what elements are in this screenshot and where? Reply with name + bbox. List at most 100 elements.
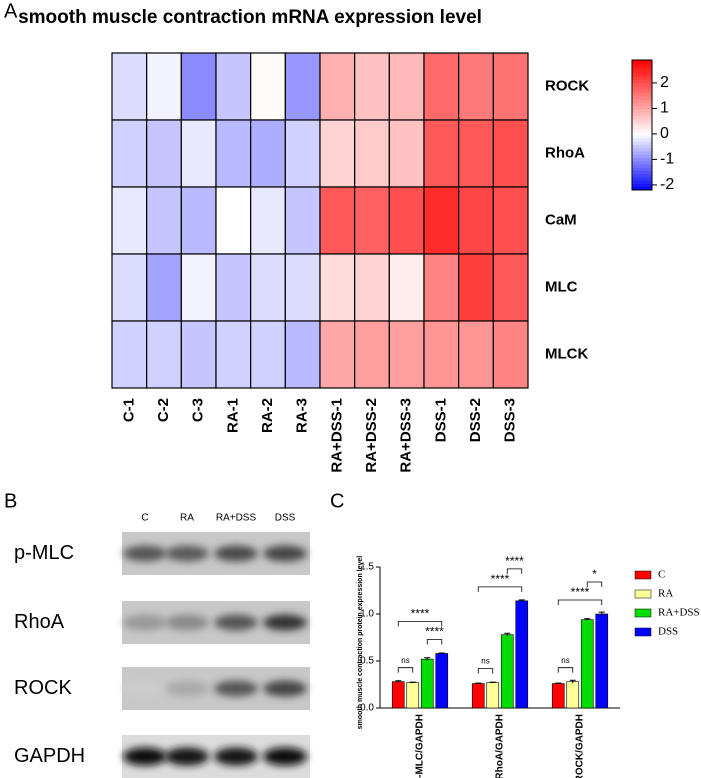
x-tick-label: p-MLC/GAPDH (415, 714, 426, 778)
y-tick-label: 1.0 (360, 609, 374, 620)
legend-swatch (634, 589, 652, 599)
y-tick-label: 0.0 (360, 703, 374, 714)
blot-band (214, 747, 258, 766)
colorbar-step (632, 102, 652, 106)
significance-bracket (557, 599, 603, 605)
colorbar-step (632, 82, 652, 87)
colorbar-step (632, 118, 652, 123)
heat-cell (215, 186, 252, 255)
colorbar-step (632, 157, 652, 162)
blot-band (214, 545, 258, 562)
panel-label: C (330, 490, 344, 512)
colorbar-frame (631, 59, 653, 191)
significance-bracket (397, 667, 414, 673)
legend-label: C (658, 569, 665, 581)
heat-cell (354, 119, 390, 188)
column-label: RA-3 (294, 398, 311, 433)
heat-cell (250, 186, 286, 255)
blot-band (263, 680, 307, 697)
protein-label: ROCK (14, 677, 72, 699)
panel-label: A (4, 0, 18, 22)
bar (406, 682, 420, 709)
heat-cell (492, 186, 529, 255)
bar (435, 653, 449, 709)
legend-label: RA (658, 588, 673, 600)
heat-cell (215, 52, 252, 121)
legend-label: DSS (658, 626, 678, 638)
blot-band (263, 747, 307, 766)
heat-cell (458, 320, 494, 389)
protein-label: p-MLC (14, 542, 74, 564)
heat-cell (388, 186, 425, 255)
bar (471, 683, 485, 709)
column-label: DSS-3 (502, 398, 519, 442)
bar (566, 681, 580, 709)
heat-cell (354, 253, 390, 322)
bar (500, 634, 514, 709)
colorbar-step (632, 154, 652, 158)
legend-swatch (634, 627, 652, 637)
heat-cell (354, 186, 390, 255)
heat-cell (111, 119, 148, 188)
heat-cell (250, 320, 286, 389)
colorbar-step (632, 108, 652, 113)
significance-label: **** (425, 625, 444, 639)
colorbar-step (632, 79, 652, 84)
column-label: RA-1 (224, 398, 241, 433)
heat-cell (180, 186, 217, 255)
heat-cell (423, 253, 460, 322)
significance-bracket (426, 639, 443, 645)
heat-cell (146, 52, 182, 121)
column-label: RA+DSS-1 (328, 398, 345, 473)
significance-label: ns (561, 656, 569, 665)
lane-label: RA+DSS (216, 513, 257, 524)
chart-title: smooth muscle contraction mRNA expressio… (18, 7, 482, 28)
row-label: MLC (545, 278, 578, 295)
panel-label: B (4, 490, 17, 512)
heat-cell (492, 320, 529, 389)
heat-cell (284, 119, 321, 188)
colorbar-step (632, 134, 652, 139)
heat-cell (111, 52, 148, 121)
significance-bracket (586, 581, 603, 587)
column-label: RA+DSS-2 (363, 398, 380, 473)
colorbar-step (632, 131, 652, 136)
colorbar-step (632, 60, 652, 64)
legend-swatch (634, 570, 652, 580)
legend-swatch (634, 608, 652, 618)
heat-cell (458, 119, 494, 188)
significance-bracket (397, 621, 443, 627)
heat-cell (250, 253, 286, 322)
row-label: RhoA (545, 144, 585, 161)
heat-cell (458, 186, 494, 255)
significance-bracket (477, 668, 494, 674)
colorbar-step (632, 170, 652, 175)
heat-cell (146, 119, 182, 188)
blot-band (123, 680, 167, 697)
heat-cell (215, 119, 252, 188)
legend-label: RA+DSS (658, 607, 700, 619)
column-label: DSS-1 (432, 398, 449, 442)
colorbar-step (632, 160, 652, 165)
heat-cell (146, 186, 182, 255)
significance-label: **** (411, 607, 430, 621)
heat-cell (146, 320, 182, 389)
colorbar-step (632, 73, 652, 77)
row-label: CaM (545, 211, 577, 228)
blot-band (123, 614, 167, 631)
column-label: C-1 (120, 398, 137, 422)
colorbar-step (632, 147, 652, 152)
colorbar-step (632, 141, 652, 145)
significance-bracket (557, 667, 574, 673)
bar (420, 658, 434, 709)
heat-cell (319, 119, 356, 188)
heat-cell (492, 119, 529, 188)
heat-cell (111, 253, 148, 322)
heat-cell (215, 253, 252, 322)
blot-band (123, 747, 167, 766)
column-label: RA-2 (259, 398, 276, 433)
significance-label: * (592, 567, 597, 581)
significance-bracket (477, 586, 523, 592)
bar (595, 613, 609, 709)
y-axis-label: smooth muscle contraction protein expres… (357, 556, 364, 730)
